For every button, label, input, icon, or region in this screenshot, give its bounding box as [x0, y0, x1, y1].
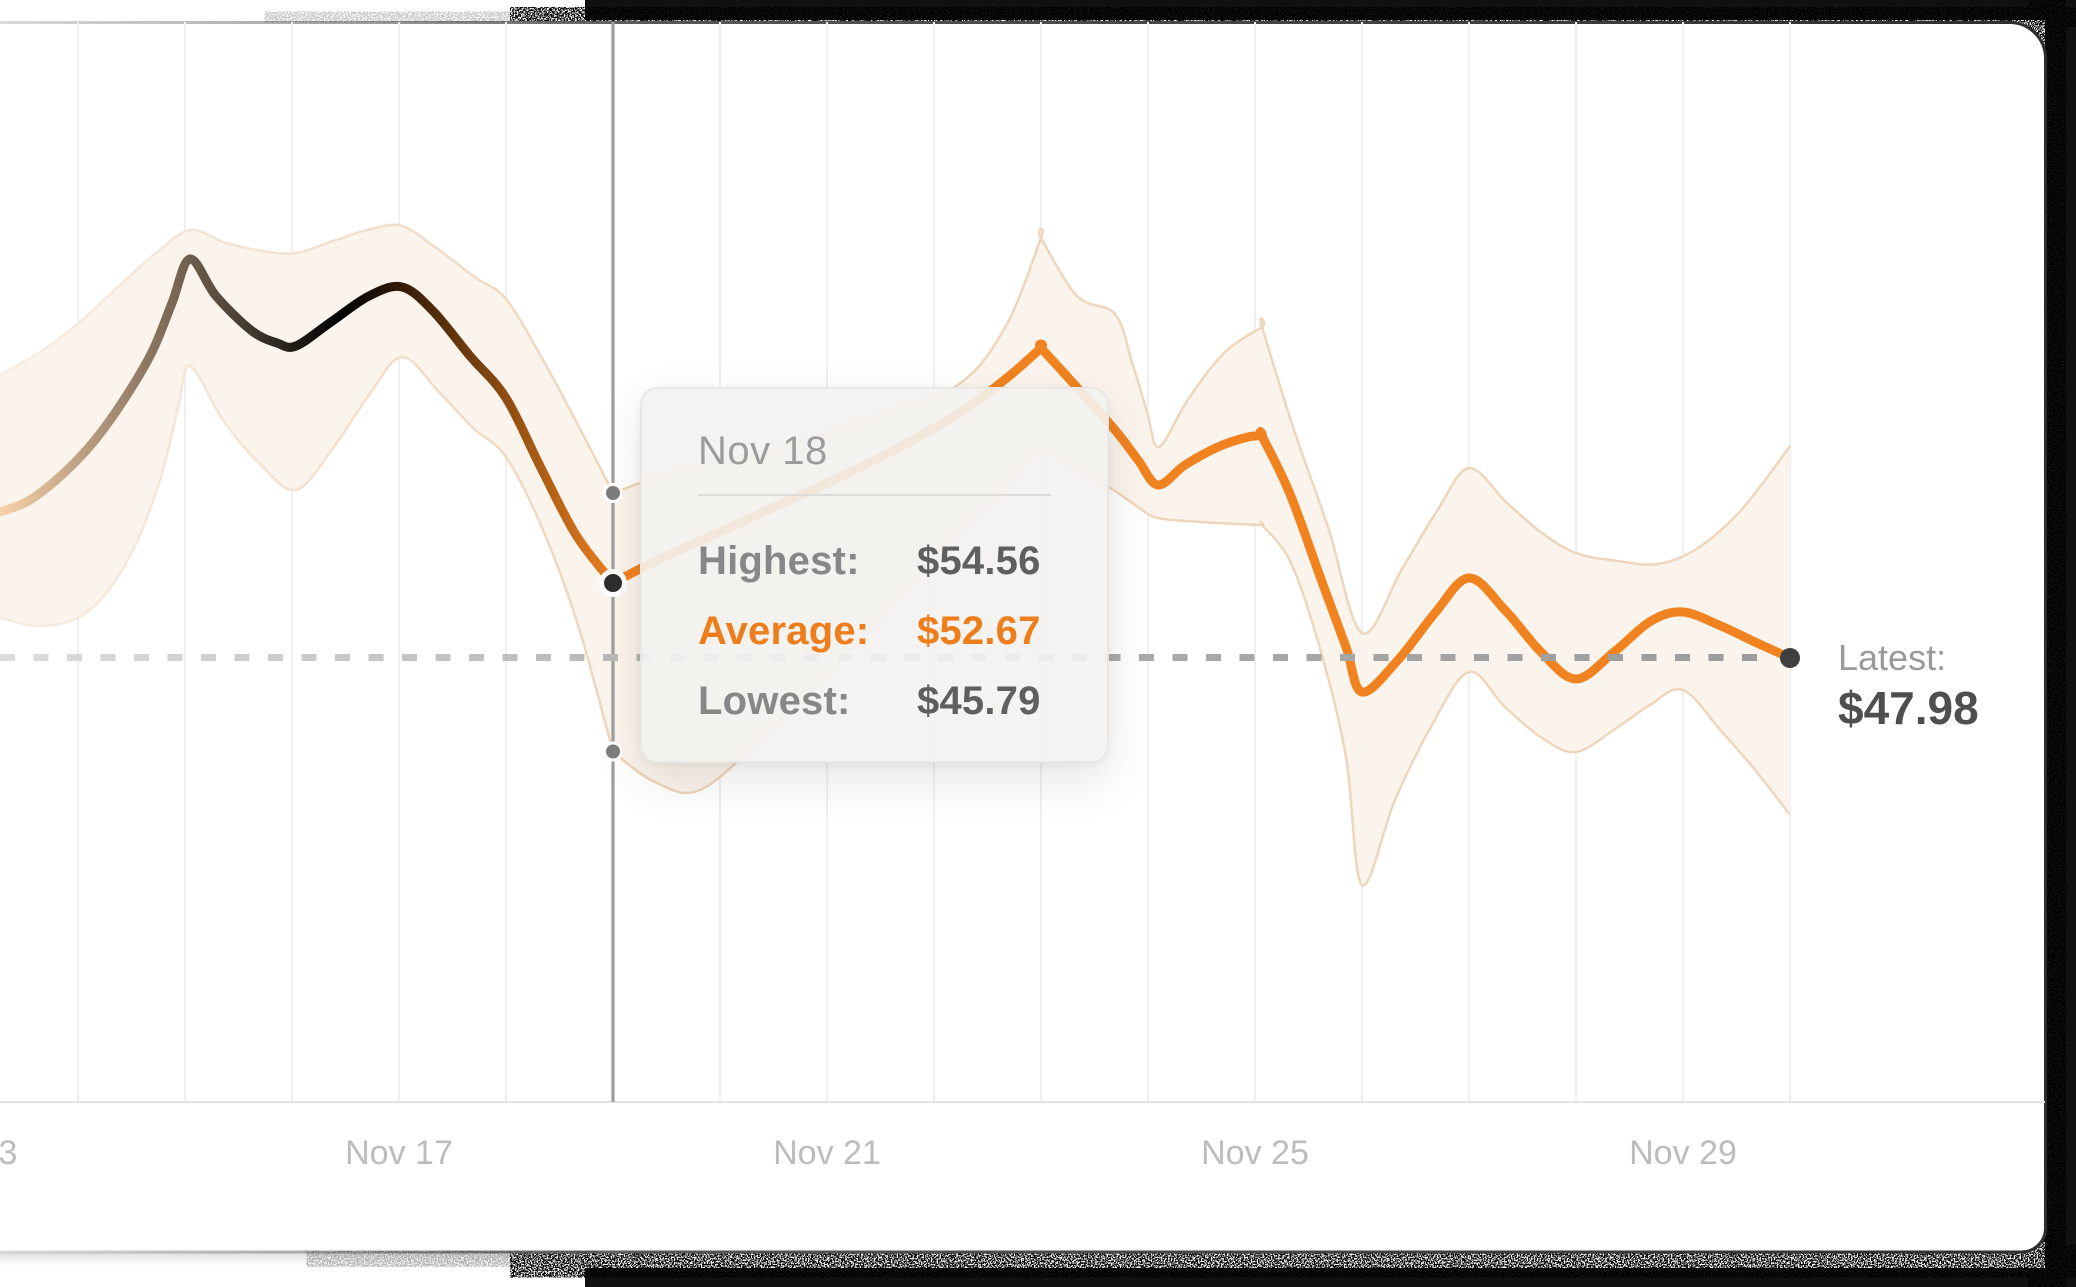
- tooltip-row-label: Lowest:: [698, 678, 851, 723]
- tooltip-divider: [698, 494, 1051, 496]
- average-line: [0, 254, 1795, 697]
- card-bottom-edge-shadow: [0, 1253, 585, 1266]
- highest-line: [0, 223, 1791, 635]
- tooltip-row-highest: Highest: $54.56: [698, 526, 1051, 596]
- tooltip-row-label: Average:: [698, 608, 870, 653]
- lowest-marker-dot: [603, 741, 623, 762]
- tooltip-row-value: $54.56: [917, 538, 1041, 583]
- tooltip-date: Nov 18: [698, 429, 828, 473]
- tooltip-row-average: Average: $52.67: [698, 596, 1051, 666]
- tooltip-row-label: Highest:: [698, 538, 860, 583]
- average-marker-dot: [599, 569, 627, 597]
- latest-dot: [1780, 648, 1800, 668]
- edge-dust-bottom: [320, 1252, 585, 1266]
- tooltip-row-value: $52.67: [917, 608, 1041, 653]
- tooltip: Nov 18 Highest: $54.56 Average: $52.67 L…: [640, 387, 1109, 763]
- highest-marker-dot: [603, 483, 623, 503]
- tooltip-rows: Highest: $54.56 Average: $52.67 Lowest: …: [698, 526, 1051, 736]
- edge-dust-top: [280, 12, 585, 22]
- latest-value: $47.98: [1838, 682, 1979, 734]
- tooltip-row-lowest: Lowest: $45.79: [698, 666, 1051, 736]
- tooltip-row-value: $45.79: [917, 678, 1041, 723]
- latest-label: Latest:: [1838, 637, 1947, 678]
- latest-callout: Latest: $47.98: [1838, 636, 1979, 734]
